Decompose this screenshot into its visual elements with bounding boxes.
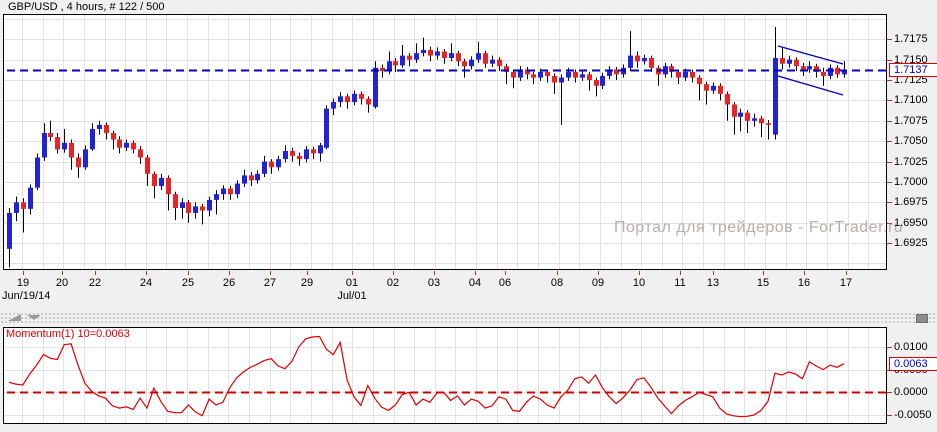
time-axis-label: 20: [55, 277, 69, 289]
time-axis-label: 26: [222, 277, 236, 289]
time-axis-label: 01: [345, 277, 359, 289]
time-axis-label: 19: [16, 277, 30, 289]
date-axis-label: Jul/01: [337, 290, 367, 302]
time-axis-label: 17: [839, 277, 853, 289]
price-axis-label: 1.6975: [894, 196, 928, 208]
time-axis-label: 13: [706, 277, 720, 289]
price-axis-label: 1.7050: [894, 135, 928, 147]
time-axis-label: 25: [181, 277, 195, 289]
price-axis-label: 1.7075: [894, 115, 928, 127]
time-axis-label: 02: [386, 277, 400, 289]
time-axis-label: 29: [300, 277, 314, 289]
momentum-axis-label: 0.0100: [894, 341, 928, 353]
time-axis-label: 11: [674, 277, 686, 289]
momentum-indicator-label: Momentum(1) 10=0.0063: [6, 328, 130, 340]
momentum-axis-label: -0.0050: [894, 409, 932, 421]
momentum-current-value: 0.0063: [894, 358, 928, 370]
price-axis-label: 1.6925: [894, 237, 928, 249]
time-axis-label: 09: [591, 277, 605, 289]
momentum-value-box: 0.0063: [889, 357, 937, 371]
momentum-axis-label: 0.0000: [894, 386, 928, 398]
current-price-value: 1.7137: [894, 64, 928, 76]
splitter-handle-icon[interactable]: [916, 314, 928, 323]
time-axis-label: 03: [427, 277, 441, 289]
time-axis-label: 04: [468, 277, 482, 289]
chart-title: GBP/USD , 4 hours, # 122 / 500: [8, 1, 165, 13]
panel-splitter[interactable]: [0, 312, 937, 323]
time-axis-label: 27: [263, 277, 277, 289]
price-axis-label: 1.7000: [894, 176, 928, 188]
time-axis-label: 15: [756, 277, 770, 289]
date-axis-label: Jun/19/14: [2, 290, 51, 302]
price-axis-label: 1.6950: [894, 217, 928, 229]
price-axis-label: 1.7100: [894, 94, 928, 106]
splitter-slope-icon: [8, 314, 21, 321]
time-axis-label: 10: [632, 277, 646, 289]
price-axis-label: 1.7125: [894, 74, 928, 86]
price-axis-label: 1.7025: [894, 156, 928, 168]
time-axis-label: 06: [498, 277, 512, 289]
watermark: Портал для трейдеров - ForTrader.ru: [614, 219, 904, 236]
momentum-indicator-area[interactable]: [3, 327, 887, 424]
time-axis-label: 08: [550, 277, 564, 289]
time-axis-label: 24: [139, 277, 153, 289]
splitter-arrow-icon: [27, 315, 41, 320]
price-axis-label: 1.7175: [894, 33, 928, 45]
time-axis-label: 22: [88, 277, 102, 289]
time-axis-label: 16: [797, 277, 811, 289]
current-price-box: 1.7137: [889, 63, 937, 77]
